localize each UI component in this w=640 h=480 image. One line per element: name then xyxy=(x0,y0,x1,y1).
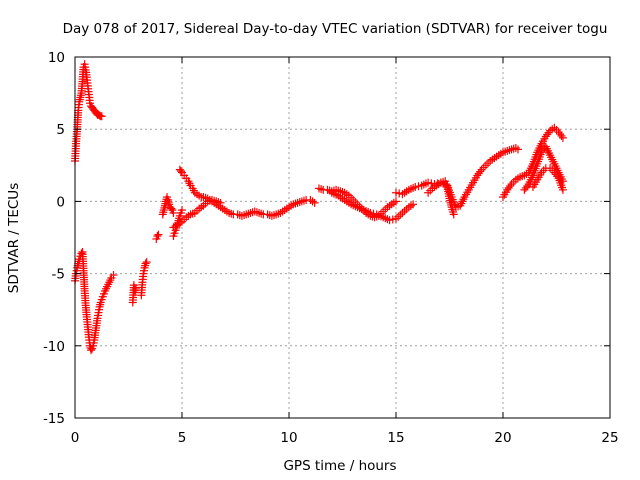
data-point xyxy=(197,203,206,212)
x-tick-label: 0 xyxy=(71,430,80,446)
data-point xyxy=(240,211,249,220)
data-point xyxy=(257,209,266,218)
data-point xyxy=(419,180,428,189)
data-point xyxy=(458,197,467,206)
data-point xyxy=(509,144,518,153)
data-point xyxy=(274,209,283,218)
plot-frame xyxy=(74,56,611,419)
data-point xyxy=(246,208,255,217)
data-point xyxy=(523,181,532,190)
data-point xyxy=(310,198,319,207)
y-tick-label: 5 xyxy=(56,122,65,138)
data-point xyxy=(509,177,518,186)
data-point xyxy=(506,181,515,190)
y-tick-label: 10 xyxy=(48,50,65,66)
data-point xyxy=(424,188,433,197)
y-tick-label: -10 xyxy=(43,339,65,355)
data-point xyxy=(396,210,405,219)
data-point xyxy=(297,197,306,206)
data-point xyxy=(557,131,566,140)
data-point xyxy=(141,259,150,268)
data-point xyxy=(511,143,520,152)
y-axis-label: SDTVAR / TECUs xyxy=(6,183,22,293)
data-point xyxy=(501,147,510,156)
data-point xyxy=(518,172,527,181)
y-tick-label: -5 xyxy=(52,267,65,283)
y-tick-label: -15 xyxy=(43,411,65,427)
data-point xyxy=(291,199,300,208)
data-point xyxy=(479,163,488,172)
x-tick-label: 15 xyxy=(387,430,404,446)
x-axis-label: GPS time / hours xyxy=(283,458,396,474)
data-point xyxy=(308,197,317,206)
data-point xyxy=(295,198,304,207)
x-tick-label: 20 xyxy=(494,430,511,446)
data-point xyxy=(237,211,246,220)
data-point xyxy=(227,209,236,218)
data-point xyxy=(210,196,219,205)
data-point xyxy=(544,128,553,137)
data-point xyxy=(97,112,106,121)
data-point xyxy=(178,206,186,215)
data-point xyxy=(381,205,390,214)
data-point xyxy=(216,198,225,207)
data-point xyxy=(484,159,493,168)
data-point xyxy=(553,172,562,181)
y-tick-label: 0 xyxy=(56,194,65,210)
data-point xyxy=(263,210,272,219)
data-point xyxy=(252,208,261,217)
data-point xyxy=(392,197,400,206)
data-point xyxy=(153,232,162,241)
ticks-layer xyxy=(74,56,611,419)
data-point xyxy=(250,207,259,216)
data-point xyxy=(558,133,567,142)
data-point xyxy=(314,184,323,193)
data-point xyxy=(167,204,176,213)
data-point xyxy=(398,208,407,217)
data-point xyxy=(505,146,514,155)
data-point xyxy=(244,209,253,218)
data-point xyxy=(87,346,96,355)
chart-title: Day 078 of 2017, Sidereal Day-to-day VTE… xyxy=(63,21,608,37)
data-point xyxy=(176,167,185,176)
data-point xyxy=(299,196,308,205)
data-point xyxy=(400,207,409,216)
data-point xyxy=(449,210,458,219)
grid-layer xyxy=(75,57,610,418)
data-point xyxy=(267,211,276,220)
data-point xyxy=(169,208,178,217)
data-point xyxy=(233,210,242,219)
data-point xyxy=(426,186,435,195)
x-tick-label: 25 xyxy=(601,430,618,446)
data-point xyxy=(539,166,548,175)
x-tick-label: 5 xyxy=(178,430,187,446)
data-point xyxy=(255,208,264,217)
data-point xyxy=(242,210,251,219)
data-point xyxy=(481,161,490,170)
data-point xyxy=(317,185,326,194)
data-point xyxy=(270,211,279,220)
data-point xyxy=(142,258,151,267)
tick-labels-layer: 0 5 10 15 20 25 -15 -10 -5 0 5 10 xyxy=(43,50,619,446)
data-point xyxy=(552,125,561,134)
data-point xyxy=(214,198,223,207)
data-point xyxy=(409,200,418,209)
data-point xyxy=(109,271,118,280)
data-point xyxy=(513,145,522,154)
data-point xyxy=(476,167,485,176)
x-tick-label: 10 xyxy=(280,430,297,446)
data-points-layer xyxy=(71,60,567,355)
data-point xyxy=(558,185,567,194)
data-point xyxy=(154,230,163,239)
